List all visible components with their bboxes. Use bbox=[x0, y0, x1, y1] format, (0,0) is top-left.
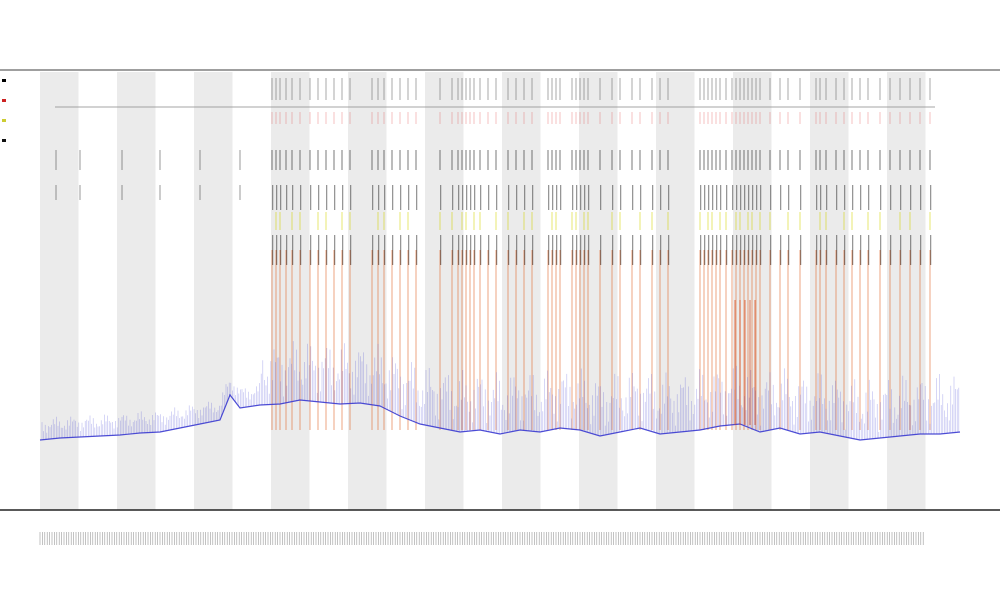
legend-item-3 bbox=[2, 118, 7, 124]
shaded-band bbox=[348, 72, 387, 510]
baseline-trace-line bbox=[39, 393, 961, 441]
shaded-band bbox=[579, 72, 618, 510]
legend-item-1 bbox=[2, 78, 7, 84]
shaded-band bbox=[117, 72, 156, 510]
shaded-band bbox=[194, 72, 233, 510]
shaded-band bbox=[656, 72, 695, 510]
shaded-band bbox=[502, 72, 541, 510]
shaded-band bbox=[40, 72, 79, 510]
legend-item-4 bbox=[2, 138, 7, 144]
shaded-band bbox=[271, 72, 310, 510]
shaded-band bbox=[425, 72, 464, 510]
legend-item-2 bbox=[2, 98, 7, 104]
